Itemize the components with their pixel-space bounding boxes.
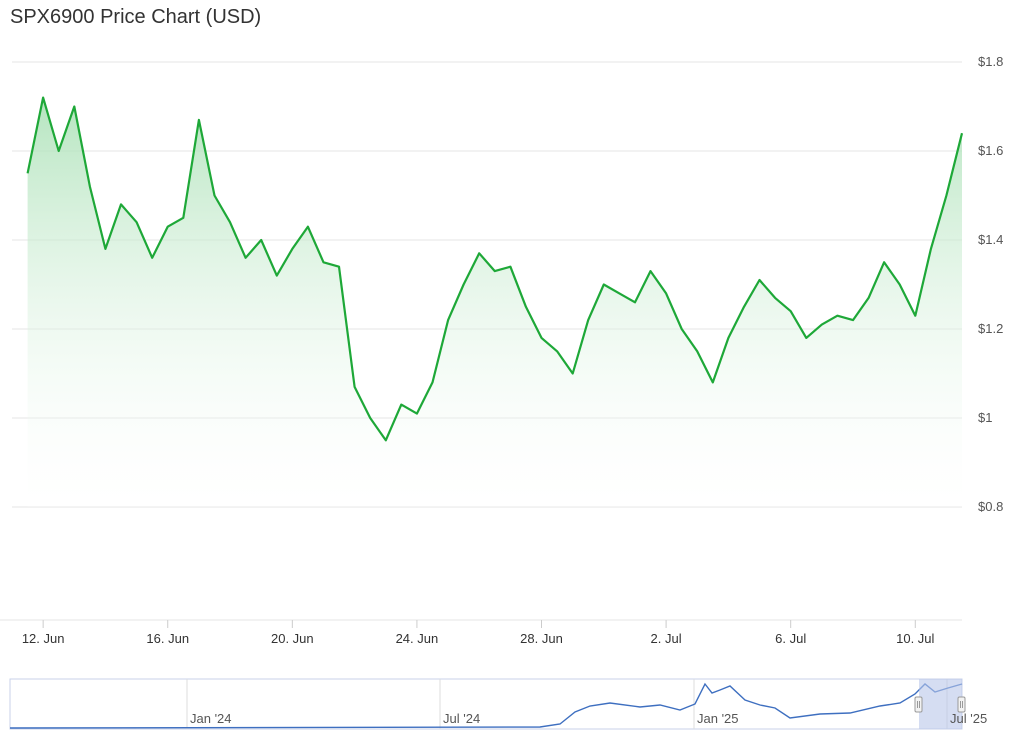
data-point[interactable] (960, 131, 965, 136)
x-tick-label: 12. Jun (22, 631, 65, 646)
data-point[interactable] (25, 171, 30, 176)
navigator-frame (9, 678, 963, 730)
navigator-tick-label: Jan '25 (697, 711, 739, 726)
data-point[interactable] (523, 304, 528, 309)
navigator-ticks: Jan '24 Jul '24 Jan '25 Jul '25 (190, 711, 987, 726)
x-tick-label: 2. Jul (651, 631, 682, 646)
data-point[interactable] (352, 384, 357, 389)
data-point[interactable] (555, 349, 560, 354)
navigator-line (9, 682, 963, 729)
y-tick-label: $1.2 (978, 321, 1003, 336)
data-point[interactable] (321, 260, 326, 265)
data-point[interactable] (41, 95, 46, 100)
data-point[interactable] (492, 269, 497, 274)
data-point[interactable] (757, 278, 762, 283)
y-tick-label: $0.8 (978, 499, 1003, 514)
x-axis-ticks: 12. Jun 16. Jun 20. Jun 24. Jun 28. Jun 2. Ju… (22, 620, 935, 646)
data-point[interactable] (570, 371, 575, 376)
data-point[interactable] (508, 264, 513, 269)
chart-title: SPX6900 Price Chart (USD) (10, 6, 262, 28)
data-point[interactable] (897, 282, 902, 287)
navigator-tick-label: Jul '24 (443, 711, 480, 726)
data-point[interactable] (835, 313, 840, 318)
data-point[interactable] (617, 291, 622, 296)
x-tick-label: 10. Jul (896, 631, 934, 646)
data-point[interactable] (383, 438, 388, 443)
data-point[interactable] (850, 318, 855, 323)
data-point[interactable] (430, 380, 435, 385)
data-point[interactable] (773, 295, 778, 300)
navigator[interactable]: Jan '24 Jul '24 Jan '25 Jul '25 (9, 678, 987, 730)
data-point[interactable] (399, 402, 404, 407)
data-point[interactable] (586, 318, 591, 323)
x-tick-label: 28. Jun (520, 631, 563, 646)
data-point[interactable] (259, 238, 264, 243)
data-point[interactable] (228, 220, 233, 225)
data-point[interactable] (741, 304, 746, 309)
navigator-grid (186, 679, 948, 729)
y-tick-label: $1.6 (978, 143, 1003, 158)
data-point[interactable] (368, 416, 373, 421)
data-point[interactable] (882, 260, 887, 265)
y-tick-label: $1.4 (978, 232, 1003, 247)
data-point[interactable] (243, 255, 248, 260)
data-point[interactable] (679, 327, 684, 332)
y-tick-label: $1.8 (978, 54, 1003, 69)
price-area (27, 97, 963, 507)
y-axis-ticks: $0.8 $1 $1.2 $1.4 $1.6 $1.8 (978, 54, 1003, 514)
data-point[interactable] (337, 264, 342, 269)
data-point[interactable] (726, 335, 731, 340)
data-point[interactable] (539, 335, 544, 340)
data-point[interactable] (477, 251, 482, 256)
data-point[interactable] (928, 246, 933, 251)
y-tick-label: $1 (978, 410, 992, 425)
data-point[interactable] (274, 273, 279, 278)
data-point[interactable] (119, 202, 124, 207)
data-point[interactable] (819, 322, 824, 327)
data-point[interactable] (212, 193, 217, 198)
data-point[interactable] (695, 349, 700, 354)
navigator-tick-label: Jan '24 (190, 711, 232, 726)
data-point[interactable] (632, 300, 637, 305)
data-point[interactable] (181, 215, 186, 220)
data-point[interactable] (134, 220, 139, 225)
x-tick-label: 20. Jun (271, 631, 314, 646)
data-point[interactable] (804, 335, 809, 340)
data-point[interactable] (788, 309, 793, 314)
data-point[interactable] (103, 246, 108, 251)
data-point[interactable] (72, 104, 77, 109)
price-line[interactable] (26, 96, 964, 442)
data-point[interactable] (913, 313, 918, 318)
navigator-left-handle[interactable] (914, 696, 923, 713)
navigator-selection[interactable] (919, 679, 962, 729)
data-point[interactable] (944, 193, 949, 198)
data-point[interactable] (866, 295, 871, 300)
navigator-right-handle[interactable] (957, 696, 966, 713)
data-point[interactable] (305, 224, 310, 229)
data-point[interactable] (165, 224, 170, 229)
x-tick-label: 24. Jun (396, 631, 439, 646)
data-point[interactable] (648, 269, 653, 274)
data-point[interactable] (414, 411, 419, 416)
data-point[interactable] (290, 246, 295, 251)
data-point[interactable] (196, 117, 201, 122)
data-point[interactable] (601, 282, 606, 287)
navigator-tick-label: Jul '25 (950, 711, 987, 726)
data-point[interactable] (710, 380, 715, 385)
x-tick-label: 16. Jun (146, 631, 189, 646)
data-point[interactable] (150, 255, 155, 260)
data-point[interactable] (664, 291, 669, 296)
data-point[interactable] (56, 149, 61, 154)
data-point[interactable] (461, 282, 466, 287)
data-point[interactable] (446, 318, 451, 323)
x-tick-label: 6. Jul (775, 631, 806, 646)
data-point[interactable] (87, 184, 92, 189)
